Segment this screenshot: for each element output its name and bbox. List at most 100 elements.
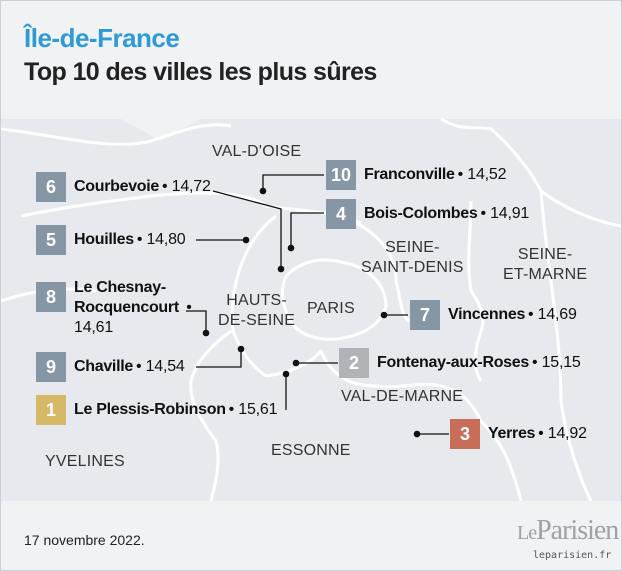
separator-dot: • (457, 166, 464, 183)
separator-dot: • (181, 299, 192, 316)
dot-fontenay (292, 359, 300, 367)
city-score: 14,80 (146, 231, 186, 248)
region-label-line: SEINE- (517, 246, 573, 263)
city-name: Yerres (488, 425, 536, 442)
separator-dot: • (480, 205, 487, 222)
dot-courbevoie (277, 265, 285, 273)
rank-badge: 8 (36, 282, 66, 312)
border-ssd-outer (467, 200, 485, 332)
border-seine-st-denis (355, 221, 410, 323)
rank-badge: 9 (36, 352, 66, 382)
border-val-de-marne (265, 349, 483, 422)
idf-map (1, 117, 621, 501)
separator-dot: • (538, 425, 544, 442)
dot-yerres (413, 430, 421, 438)
dot-houilles (242, 236, 250, 244)
city-name: Houilles (74, 231, 134, 248)
region-seine-et-marne: SEINE- ET-MARNE (503, 245, 587, 285)
city-score: 14,69 (537, 306, 577, 323)
border-hauts-de-seine (230, 214, 277, 378)
dot-bois-colombes (287, 244, 295, 252)
dot-plessis (282, 370, 290, 378)
rank-badge: 2 (339, 348, 369, 378)
map-subtitle: Top 10 des villes les plus sûres (24, 58, 377, 86)
city-score: 14,91 (490, 205, 530, 222)
city-name: Fontenay-aux-Roses (377, 354, 529, 371)
city-score: 14,52 (467, 166, 507, 183)
city-yerres: 3 Yerres • 14,92 (450, 419, 587, 449)
city-score: 15,15 (541, 354, 581, 371)
city-fontenay-aux-roses: 2 Fontenay-aux-Roses • 15,15 (339, 348, 581, 378)
region-label-line: SEINE- (385, 239, 440, 256)
separator-dot: • (136, 231, 143, 248)
city-franconville: 10 Franconville • 14,52 (326, 160, 507, 190)
rank-badge: 4 (326, 199, 356, 229)
map-background (1, 119, 621, 501)
source-url: leparisien.fr (533, 550, 612, 561)
city-name-line1: Le Chesnay- (74, 279, 166, 296)
border-valdoise-south (20, 191, 362, 225)
border-north (1, 123, 232, 146)
le-parisien-logo: LeParisien (517, 515, 619, 547)
rank-badge: 5 (36, 225, 66, 255)
city-score: 14,54 (145, 358, 185, 375)
rank-badge: 3 (450, 419, 480, 449)
dot-vincennes (380, 311, 388, 319)
city-name: Vincennes (448, 306, 526, 323)
city-le-plessis-robinson: 1 Le Plessis-Robinson • 15,61 (36, 395, 278, 425)
rank-badge: 1 (36, 395, 66, 425)
border-far-east (539, 190, 593, 501)
region-label-line: ET-MARNE (503, 266, 588, 283)
leader-courbevoie (212, 190, 282, 267)
border-east-top (440, 117, 621, 228)
city-score: 14,72 (171, 178, 211, 195)
border-paris (280, 258, 388, 341)
border-essonne-east (479, 419, 523, 501)
publication-date: 17 novembre 2022. (24, 532, 145, 548)
city-courbevoie: 6 Courbevoie • 14,72 (36, 172, 211, 202)
city-bois-colombes: 4 Bois-Colombes • 14,91 (326, 199, 529, 229)
border-yvelines (189, 329, 232, 501)
region-yvelines: YVELINES (45, 453, 125, 470)
city-score: 14,92 (547, 425, 587, 442)
rank-badge: 6 (36, 172, 66, 202)
city-chaville: 9 Chaville • 14,54 (36, 352, 185, 382)
region-hauts-de-seine: HAUTS- DE-SEINE (218, 291, 295, 331)
map-title: Île-de-France (24, 23, 180, 53)
region-label-line: HAUTS- (226, 292, 287, 309)
city-name: Franconville (364, 166, 455, 183)
leader-bois-colombes (290, 212, 324, 246)
leader-franconville (262, 174, 324, 189)
separator-dot: • (531, 354, 538, 371)
region-seine-saint-denis: SEINE- SAINT-DENIS (361, 238, 464, 278)
region-label-line: SAINT-DENIS (361, 259, 464, 276)
city-name: Bois-Colombes (364, 205, 478, 222)
rank-badge: 7 (410, 300, 440, 330)
border-vdm-east (473, 330, 483, 382)
region-label-line: DE-SEINE (218, 312, 296, 329)
city-name: Le Plessis-Robinson (74, 401, 226, 418)
dot-le-chesnay (202, 329, 210, 337)
region-val-doise: VAL-D'OISE (212, 143, 302, 160)
city-name-line2: Rocquencourt (74, 299, 179, 316)
city-vincennes: 7 Vincennes • 14,69 (410, 300, 577, 330)
leader-chaville (196, 351, 242, 368)
logo-le: Le (517, 522, 537, 544)
city-score: 15,61 (238, 401, 278, 418)
separator-dot: • (228, 401, 235, 418)
city-name: Courbevoie (74, 178, 160, 195)
rank-badge: 10 (326, 160, 356, 190)
separator-dot: • (528, 306, 534, 323)
separator-dot: • (135, 358, 142, 375)
logo-name: Parisien (536, 515, 619, 546)
region-val-de-marne: VAL-DE-MARNE (341, 388, 464, 405)
city-score: 14,61 (74, 319, 114, 336)
region-paris: PARIS (307, 300, 355, 317)
city-houilles: 5 Houilles • 14,80 (36, 225, 186, 255)
separator-dot: • (162, 178, 168, 195)
region-essonne: ESSONNE (271, 442, 351, 459)
dot-franconville (259, 187, 267, 195)
dot-chaville (237, 345, 245, 353)
leader-le-chesnay (186, 310, 207, 331)
